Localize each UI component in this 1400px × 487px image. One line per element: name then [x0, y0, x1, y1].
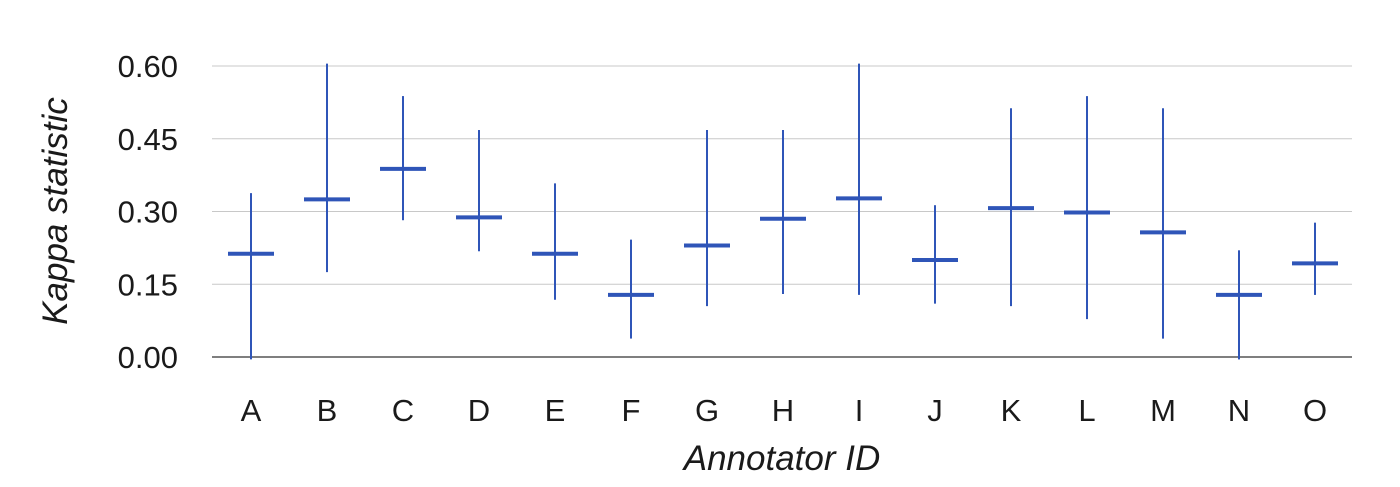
y-tick-label: 0.15: [118, 267, 178, 302]
x-tick-label: B: [317, 393, 338, 428]
x-tick-label: K: [1001, 393, 1022, 428]
y-tick-label: 0.30: [118, 195, 178, 230]
x-tick-label: H: [772, 393, 794, 428]
x-tick-label: M: [1150, 393, 1176, 428]
y-axis-title: Kappa statistic: [36, 97, 75, 325]
x-tick-label: N: [1228, 393, 1250, 428]
y-tick-labels: 0.00 0.15 0.30 0.45 0.60: [118, 49, 178, 375]
x-tick-label: L: [1078, 393, 1095, 428]
error-bars: [228, 63, 1338, 360]
y-tick-label: 0.60: [118, 49, 178, 84]
x-tick-label: J: [927, 393, 943, 428]
x-tick-label: A: [241, 393, 262, 428]
x-tick-label: I: [855, 393, 864, 428]
x-tick-label: E: [545, 393, 566, 428]
x-axis-title: Annotator ID: [682, 439, 881, 478]
x-tick-label: D: [468, 393, 490, 428]
x-tick-labels: A B C D E F G H I J K L M N O: [241, 393, 1327, 428]
x-tick-label: F: [622, 393, 641, 428]
y-tick-label: 0.45: [118, 122, 178, 157]
y-tick-label: 0.00: [118, 340, 178, 375]
x-tick-label: C: [392, 393, 414, 428]
x-tick-label: O: [1303, 393, 1327, 428]
x-tick-label: G: [695, 393, 719, 428]
